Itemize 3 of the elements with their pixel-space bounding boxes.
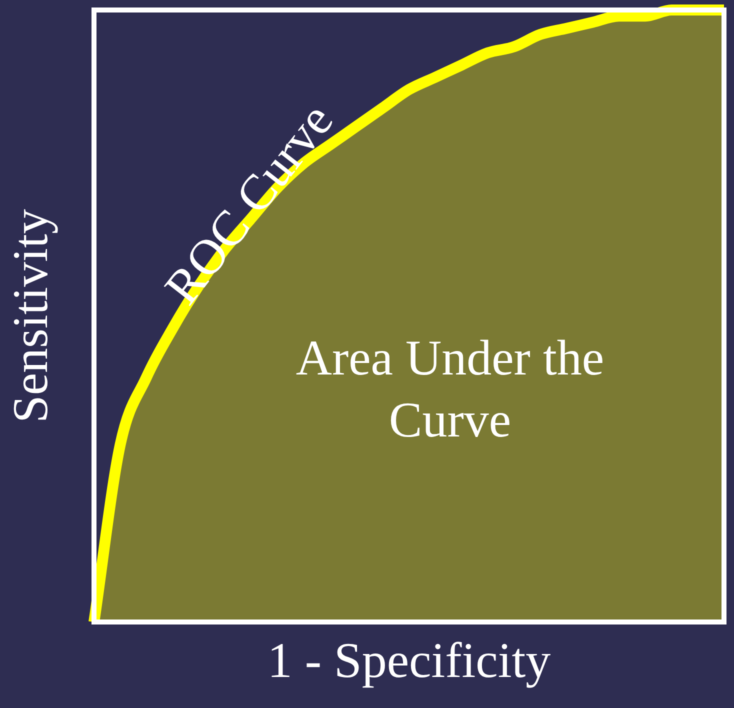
y-axis-title: Sensitivity [2, 209, 58, 423]
x-axis-title: 1 - Specificity [267, 632, 551, 688]
annotation: Area Under the Curve [296, 330, 604, 448]
